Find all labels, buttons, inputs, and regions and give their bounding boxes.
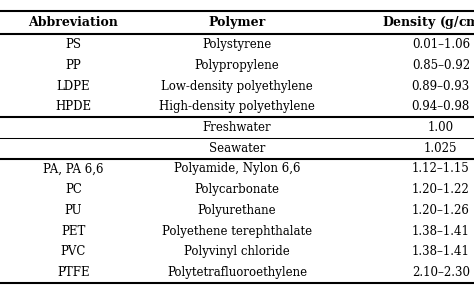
Text: 0.01–1.06: 0.01–1.06: [412, 38, 470, 51]
Text: 1.00: 1.00: [428, 121, 454, 134]
Text: Polystyrene: Polystyrene: [202, 38, 272, 51]
Text: Polypropylene: Polypropylene: [195, 59, 279, 72]
Text: PVC: PVC: [61, 246, 86, 258]
Text: LDPE: LDPE: [57, 80, 90, 92]
Text: PU: PU: [65, 204, 82, 217]
Text: Polyamide, Nylon 6,6: Polyamide, Nylon 6,6: [174, 163, 300, 175]
Text: PC: PC: [65, 183, 82, 196]
Text: 1.20–1.26: 1.20–1.26: [412, 204, 470, 217]
Text: Polycarbonate: Polycarbonate: [194, 183, 280, 196]
Text: High-density polyethylene: High-density polyethylene: [159, 100, 315, 113]
Text: Polyurethane: Polyurethane: [198, 204, 276, 217]
Text: HPDE: HPDE: [55, 100, 91, 113]
Text: 2.10–2.30: 2.10–2.30: [412, 266, 470, 279]
Text: Polymer: Polymer: [209, 16, 265, 29]
Text: 1.20–1.22: 1.20–1.22: [412, 183, 470, 196]
Text: Polyethene terephthalate: Polyethene terephthalate: [162, 225, 312, 238]
Text: 1.38–1.41: 1.38–1.41: [412, 225, 470, 238]
Text: 0.85–0.92: 0.85–0.92: [412, 59, 470, 72]
Text: Freshwater: Freshwater: [203, 121, 271, 134]
Text: 1.12–1.15: 1.12–1.15: [412, 163, 470, 175]
Text: 0.89–0.93: 0.89–0.93: [412, 80, 470, 92]
Text: 1.38–1.41: 1.38–1.41: [412, 246, 470, 258]
Text: Polyvinyl chloride: Polyvinyl chloride: [184, 246, 290, 258]
Text: PTFE: PTFE: [57, 266, 90, 279]
Text: 1.025: 1.025: [424, 142, 457, 155]
Text: PP: PP: [65, 59, 82, 72]
Text: PA, PA 6,6: PA, PA 6,6: [43, 163, 104, 175]
Text: Abbreviation: Abbreviation: [28, 16, 118, 29]
Text: Density (g/cm$^{-3}$): Density (g/cm$^{-3}$): [382, 13, 474, 32]
Text: Seawater: Seawater: [209, 142, 265, 155]
Text: PS: PS: [65, 38, 82, 51]
Text: Polytetrafluoroethylene: Polytetrafluoroethylene: [167, 266, 307, 279]
Text: PET: PET: [61, 225, 86, 238]
Text: Low-density polyethylene: Low-density polyethylene: [161, 80, 313, 92]
Text: 0.94–0.98: 0.94–0.98: [412, 100, 470, 113]
